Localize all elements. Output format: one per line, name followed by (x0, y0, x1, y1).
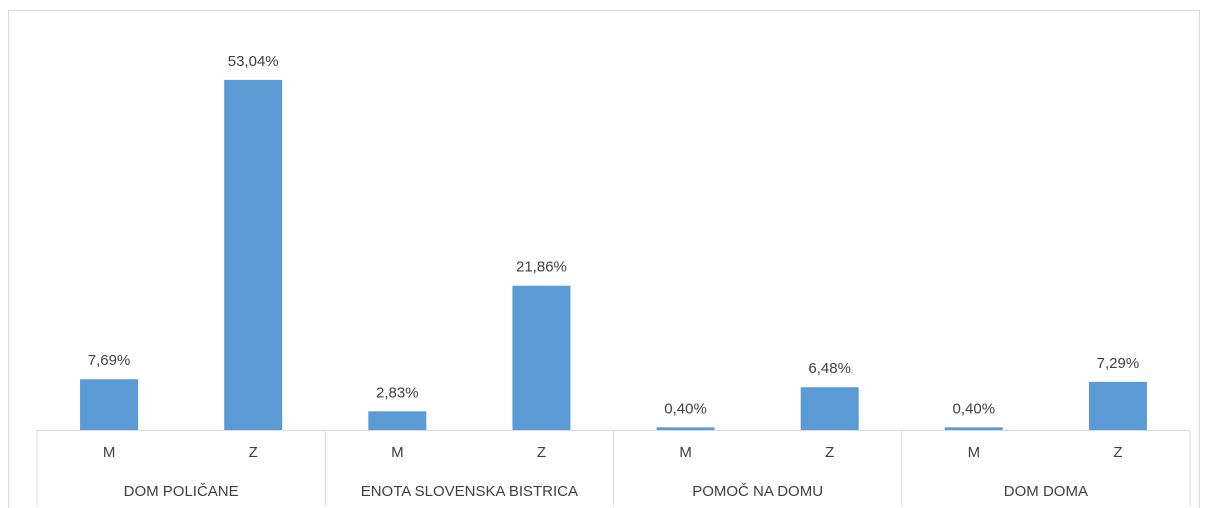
x-tick-label: Z (825, 444, 834, 461)
bar (224, 79, 283, 430)
data-label: 21,86% (516, 259, 567, 276)
bar (944, 427, 1003, 430)
group-label: POMOČ NA DOMU (692, 483, 823, 500)
data-label: 0,40% (953, 400, 996, 417)
x-tick-label: Z (1113, 444, 1122, 461)
x-tick-label: M (103, 444, 116, 461)
bar (1088, 381, 1147, 430)
x-tick-label: M (391, 444, 404, 461)
group-label: DOM POLIČANE (124, 483, 239, 500)
group-label: DOM DOMA (1004, 483, 1088, 500)
data-label: 6,48% (808, 360, 851, 377)
x-tick-label: M (679, 444, 692, 461)
bar (800, 387, 859, 430)
bar (512, 285, 571, 430)
data-label: 53,04% (228, 53, 279, 70)
x-tick-label: M (968, 444, 981, 461)
x-tick-label: Z (249, 444, 258, 461)
data-label: 2,83% (376, 384, 419, 401)
bar (368, 411, 427, 430)
data-label: 7,69% (88, 352, 131, 369)
bar (80, 379, 139, 430)
group-label: ENOTA SLOVENSKA BISTRICA (361, 483, 578, 500)
chart-border (8, 10, 1200, 508)
data-label: 7,29% (1097, 355, 1140, 372)
bar (656, 427, 715, 430)
data-label: 0,40% (664, 400, 707, 417)
x-tick-label: Z (537, 444, 546, 461)
